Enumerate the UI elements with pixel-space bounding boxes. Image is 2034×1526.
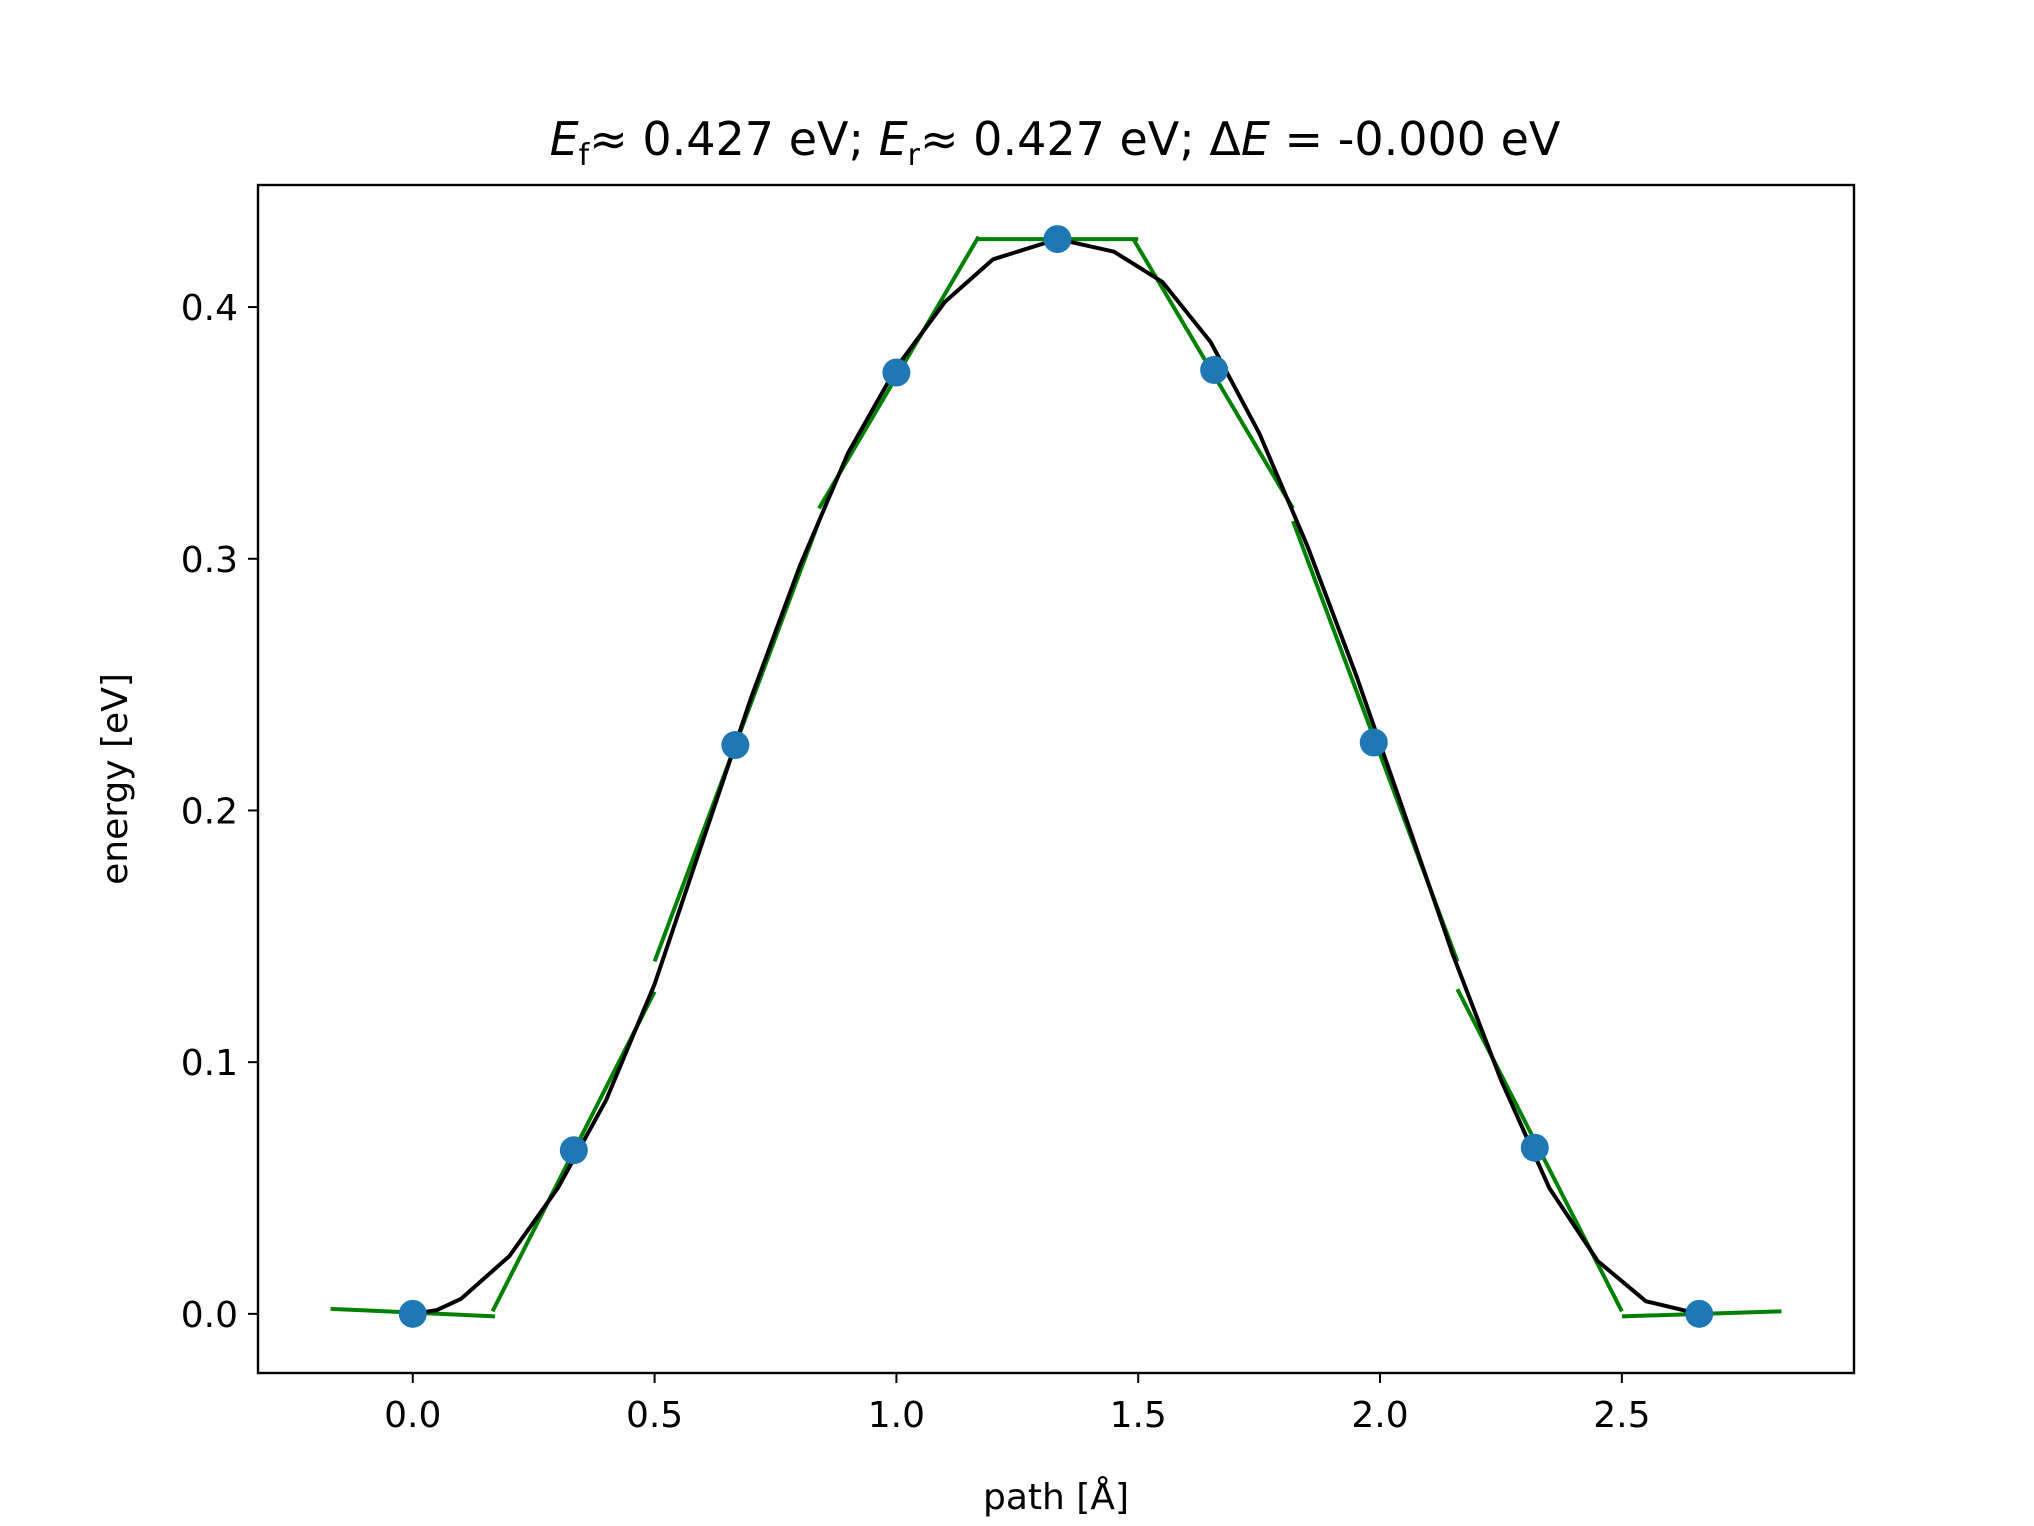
x-axis-label: path [Å] [983,1475,1129,1518]
data-point [882,358,911,387]
point-layer [398,225,1714,1328]
y-tick-label: 0.0 [181,1295,238,1336]
plot-area [330,225,1782,1328]
x-tick-label: 1.0 [868,1395,925,1436]
data-point [1200,355,1229,384]
x-tick-label: 2.0 [1351,1395,1408,1436]
data-point [1359,728,1388,757]
y-tick-label: 0.2 [181,791,238,832]
y-tick-label: 0.1 [181,1043,238,1084]
data-point [1685,1299,1714,1328]
data-point [559,1136,588,1165]
x-tick-label: 0.0 [384,1395,441,1436]
y-axis-ticks: 0.0 0.1 0.2 0.3 0.4 [181,288,258,1336]
axes-frame [256,183,1856,1375]
data-point [1520,1133,1549,1162]
y-tick-label: 0.4 [181,288,238,329]
data-point [1043,225,1072,254]
chart-title: Ef≈ 0.427 eV; Er≈ 0.427 eV; ΔE = -0.000 … [550,112,1561,173]
x-tick-label: 2.5 [1593,1395,1650,1436]
x-tick-label: 0.5 [626,1395,683,1436]
x-tick-label: 1.5 [1110,1395,1167,1436]
y-tick-label: 0.3 [181,540,238,581]
x-axis-ticks: 0.0 0.5 1.0 1.5 2.0 2.5 [384,1373,1650,1436]
data-point [721,731,750,760]
y-axis-label: energy [eV] [95,673,136,885]
data-point [398,1299,427,1328]
